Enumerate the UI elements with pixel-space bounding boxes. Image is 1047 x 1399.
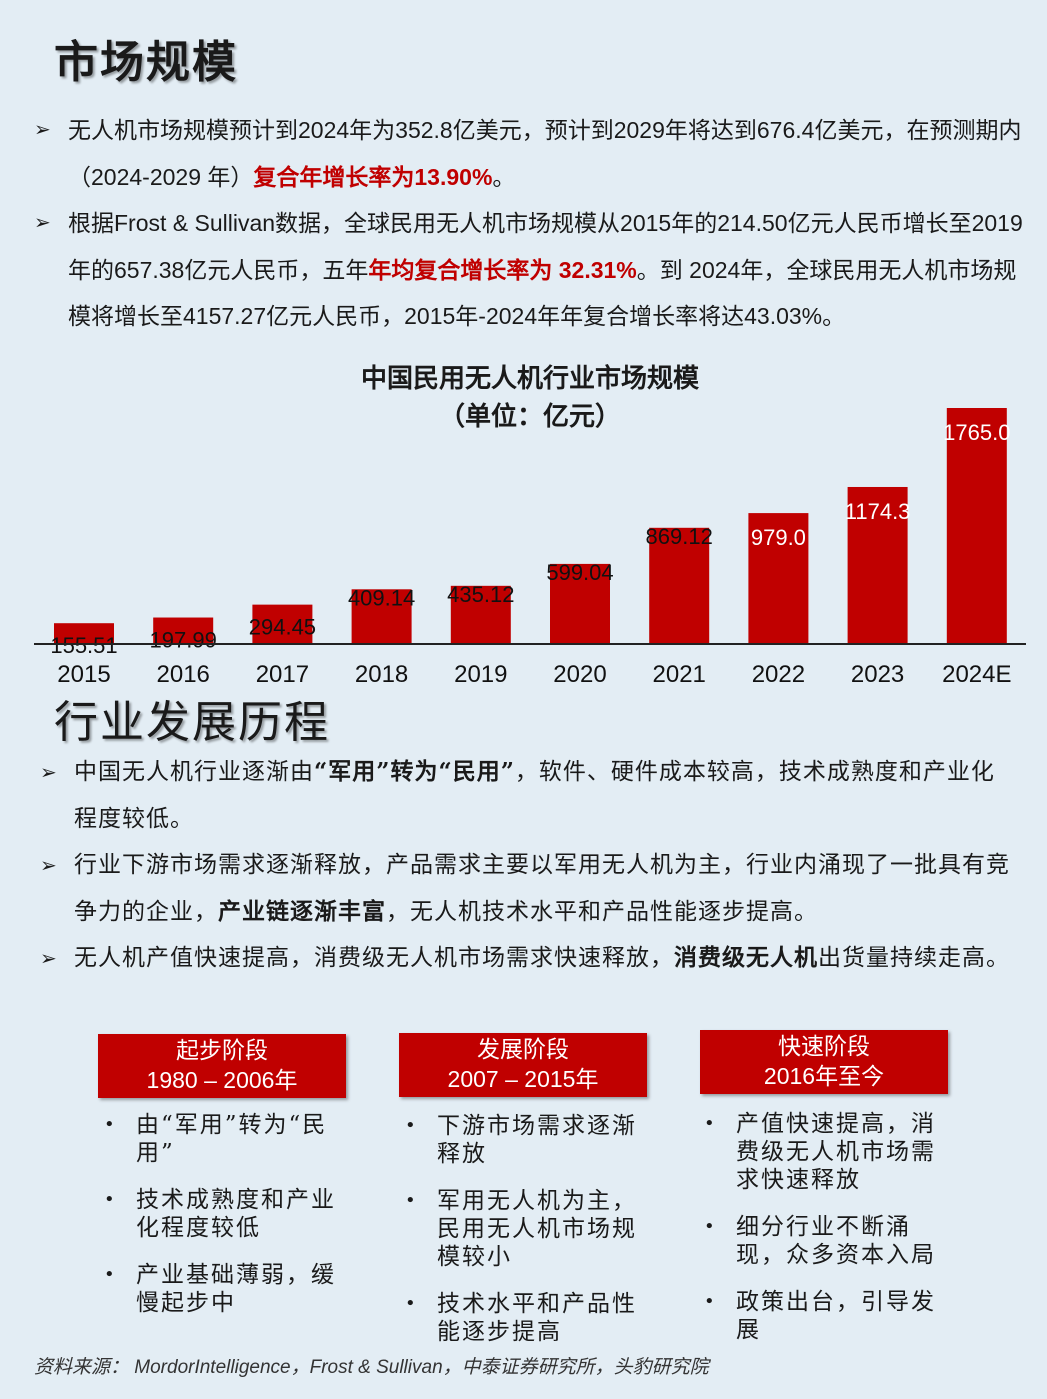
x-tick-2020: 2020 <box>553 661 606 688</box>
list-item: 技术成熟度和产业化程度较低 <box>100 1186 350 1242</box>
arrow-bullet-icon: ➢ <box>34 212 51 234</box>
data-label-2018: 409.14 <box>348 585 415 610</box>
source-note: 资料来源： MordorIntelligence，Frost & Sulliva… <box>34 1357 709 1378</box>
list-item: 下游市场需求逐渐释放 <box>401 1112 651 1168</box>
x-tick-2019: 2019 <box>454 661 507 688</box>
stage-1-header: 起步阶段 1980 – 2006年 <box>98 1034 346 1098</box>
x-tick-2017: 2017 <box>256 661 309 688</box>
bar-2019 <box>450 585 511 644</box>
list-item: 技术水平和产品性能逐步提高 <box>401 1290 651 1346</box>
list-item: ➢ 根据Frost & Sullivan数据，全球民用无人机市场规模从2015年… <box>34 200 1039 340</box>
cagr-highlight: 年均复合增长率为 32.31% <box>368 256 637 283</box>
data-label-2019: 435.12 <box>447 582 514 607</box>
bar-2016 <box>153 617 214 644</box>
list-item: ➢ 行业下游市场需求逐渐释放，产品需求主要以军用无人机为主，行业内涌现了一批具有… <box>40 842 1015 935</box>
data-label-2023: 1174.3 <box>845 499 911 524</box>
stage-2-list: 下游市场需求逐渐释放 军用无人机为主，民用无人机市场规模较小 技术水平和产品性能… <box>401 1112 651 1365</box>
list-item: 产值快速提高，消费级无人机市场需求快速释放 <box>700 1110 950 1194</box>
data-label-2024E: 1765.0 <box>943 420 1010 445</box>
data-label-2020: 599.04 <box>546 560 613 585</box>
industry-history-bullets: ➢ 中国无人机行业逐渐由“军用”转为“民用”，软件、硬件成本较高，技术成熟度和产… <box>40 749 1015 982</box>
stage-2-header: 发展阶段 2007 – 2015年 <box>399 1033 647 1097</box>
list-item: 产业基础薄弱，缓慢起步中 <box>100 1261 350 1317</box>
bar-2017 <box>252 604 313 644</box>
list-item: 军用无人机为主，民用无人机市场规模较小 <box>401 1187 651 1271</box>
x-tick-2015: 2015 <box>57 661 110 688</box>
market-size-bullets: ➢ 无人机市场规模预计到2024年为352.8亿美元，预计到2029年将达到67… <box>34 107 1039 340</box>
x-tick-2024E: 2024E <box>942 661 1011 688</box>
list-item: 细分行业不断涌现，众多资本入局 <box>700 1213 950 1269</box>
arrow-bullet-icon: ➢ <box>40 946 58 970</box>
x-tick-2018: 2018 <box>355 661 408 688</box>
chart-title: 中国民用无人机行业市场规模 （单位：亿元） <box>360 364 699 432</box>
stage-3-list: 产值快速提高，消费级无人机市场需求快速释放 细分行业不断涌现，众多资本入局 政策… <box>700 1110 950 1363</box>
x-tick-2022: 2022 <box>752 661 805 688</box>
arrow-bullet-icon: ➢ <box>34 119 51 141</box>
x-tick-2023: 2023 <box>851 661 904 688</box>
bar-2020 <box>550 563 610 644</box>
list-item: ➢ 无人机产值快速提高，消费级无人机市场需求快速释放，消费级无人机出货量持续走高… <box>40 935 1015 982</box>
data-label-2015: 155.51 <box>50 633 117 658</box>
list-item: 由“军用”转为“民用” <box>100 1111 350 1167</box>
cagr-highlight: 复合年增长率为13.90% <box>253 163 493 190</box>
market-size-bar-chart: 155.51 2015 197.99 2016 294.45 2017 409.14 2018… <box>34 408 1026 688</box>
stage-3-header: 快速阶段 2016年至今 <box>700 1030 948 1094</box>
x-tick-2016: 2016 <box>157 661 210 688</box>
industry-history-heading: 行业发展历程 <box>54 697 330 748</box>
data-label-2021: 869.12 <box>646 524 713 549</box>
data-label-2022: 979.0 <box>751 525 806 550</box>
arrow-bullet-icon: ➢ <box>40 760 58 784</box>
bar-2021 <box>649 527 710 644</box>
bar-2015 <box>54 623 114 644</box>
data-label-2017: 294.45 <box>249 615 316 640</box>
arrow-bullet-icon: ➢ <box>40 853 58 877</box>
x-tick-2021: 2021 <box>653 661 706 688</box>
data-label-2016: 197.99 <box>150 628 217 653</box>
bar-2018 <box>351 589 412 644</box>
market-size-heading: 市场规模 <box>54 37 238 88</box>
bar-2022 <box>748 513 809 644</box>
list-item: 政策出台，引导发展 <box>700 1288 950 1344</box>
list-item: ➢ 无人机市场规模预计到2024年为352.8亿美元，预计到2029年将达到67… <box>34 107 1039 200</box>
stage-1-list: 由“军用”转为“民用” 技术成熟度和产业化程度较低 产业基础薄弱，缓慢起步中 <box>100 1111 350 1336</box>
bar-2024E <box>946 408 1007 644</box>
list-item: ➢ 中国无人机行业逐渐由“军用”转为“民用”，软件、硬件成本较高，技术成熟度和产… <box>40 749 1015 842</box>
bar-2023 <box>847 486 908 644</box>
